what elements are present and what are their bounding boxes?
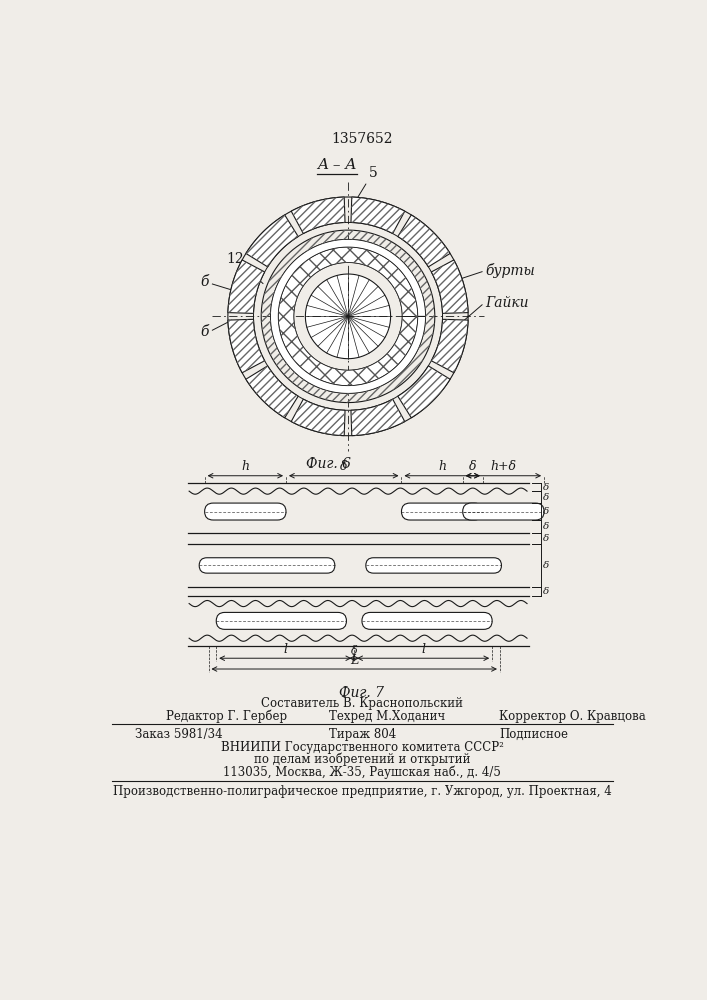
Text: δ: δ (543, 561, 549, 570)
Text: Техред М.Ходанич: Техред М.Ходанич (329, 710, 445, 723)
Text: l: l (284, 643, 287, 656)
Polygon shape (246, 215, 298, 267)
Text: A – A: A – A (317, 158, 356, 172)
Text: Корректор О. Кравцова: Корректор О. Кравцова (499, 710, 646, 723)
Polygon shape (271, 239, 426, 393)
Text: б: б (200, 325, 209, 339)
Polygon shape (228, 319, 264, 373)
Polygon shape (351, 399, 405, 436)
Text: Заказ 5981/34: Заказ 5981/34 (135, 728, 223, 741)
FancyBboxPatch shape (366, 558, 501, 573)
Text: δ: δ (543, 522, 549, 531)
Text: Редактор Г. Гербер: Редактор Г. Гербер (166, 710, 287, 723)
Polygon shape (351, 197, 405, 234)
Text: Фиг. 7: Фиг. 7 (339, 686, 385, 700)
Text: ВНИИПИ Государственного комитета СССР²: ВНИИПИ Государственного комитета СССР² (221, 741, 503, 754)
Text: Производственно-полиграфическое предприятие, г. Ужгород, ул. Проектная, 4: Производственно-полиграфическое предприя… (112, 785, 612, 798)
Text: h: h (438, 460, 446, 473)
Polygon shape (431, 260, 468, 313)
FancyBboxPatch shape (362, 612, 492, 629)
Text: L: L (350, 654, 358, 667)
Polygon shape (291, 197, 345, 234)
Text: 113035, Москва, Ж-35, Раушская наб., д. 4/5: 113035, Москва, Ж-35, Раушская наб., д. … (223, 765, 501, 779)
Text: 5: 5 (369, 166, 378, 180)
Polygon shape (398, 215, 450, 267)
Text: δ: δ (469, 460, 477, 473)
Text: δ: δ (543, 493, 549, 502)
Polygon shape (305, 274, 391, 359)
Text: δ: δ (543, 534, 549, 543)
Text: Фиг. 6: Фиг. 6 (306, 457, 351, 471)
Text: б: б (200, 275, 209, 289)
Polygon shape (431, 319, 468, 373)
FancyBboxPatch shape (216, 612, 346, 629)
FancyBboxPatch shape (462, 503, 544, 520)
Text: бурты: бурты (485, 263, 535, 278)
Text: Составитель В. Краснопольский: Составитель В. Краснопольский (261, 698, 463, 710)
Text: l: l (421, 643, 425, 656)
Polygon shape (279, 247, 418, 386)
FancyBboxPatch shape (199, 558, 335, 573)
Text: δ: δ (340, 460, 347, 473)
Text: δ: δ (543, 483, 549, 492)
Text: Гайки: Гайки (485, 296, 529, 310)
Polygon shape (246, 366, 298, 418)
Text: δ: δ (543, 587, 549, 596)
Polygon shape (228, 260, 264, 313)
FancyBboxPatch shape (402, 503, 483, 520)
Text: 12: 12 (226, 252, 244, 266)
Text: h: h (241, 460, 250, 473)
Text: по делам изобретений и открытий: по делам изобретений и открытий (254, 753, 470, 766)
Text: Тираж 804: Тираж 804 (329, 728, 396, 741)
Polygon shape (291, 399, 345, 436)
Text: Подписное: Подписное (499, 728, 568, 741)
Text: h+δ: h+δ (491, 460, 516, 473)
Polygon shape (398, 366, 450, 418)
Text: 1357652: 1357652 (331, 132, 392, 146)
FancyBboxPatch shape (204, 503, 286, 520)
Text: δ: δ (543, 507, 549, 516)
Text: δ: δ (351, 646, 358, 656)
